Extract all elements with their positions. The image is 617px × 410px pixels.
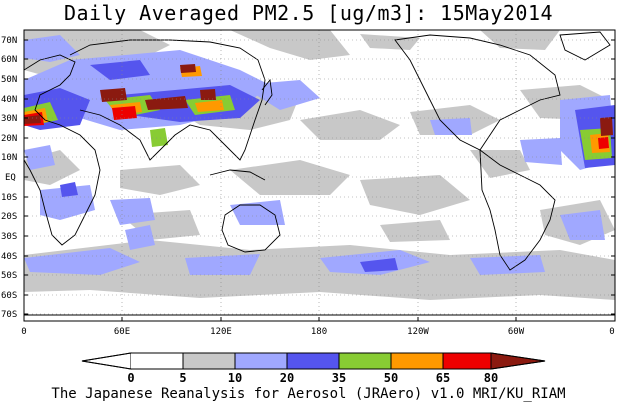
lat-label: 50N <box>1 75 17 85</box>
lat-label: 20S <box>1 212 17 222</box>
lon-label: 60W <box>508 327 525 337</box>
lon-label: 0 <box>609 327 614 337</box>
longitude-labels: 0 60E 120E 180 120W 60W 0 <box>21 327 614 337</box>
coastlines <box>24 31 615 316</box>
colorbar-outline <box>81 352 546 370</box>
colorbar-segment-80-plus <box>490 352 546 370</box>
colorbar-label: 10 <box>228 371 242 385</box>
lon-label: 60E <box>114 327 130 337</box>
lon-label: 180 <box>311 327 327 337</box>
pm25-band-80-plus <box>24 64 613 136</box>
colorbar-segment-10-20 <box>234 352 288 370</box>
lat-label: 30N <box>1 114 17 124</box>
colorbar-label: 5 <box>179 371 186 385</box>
colorbar-label: 35 <box>332 371 346 385</box>
lat-label: 10S <box>1 193 17 203</box>
lat-label: 40S <box>1 252 17 262</box>
latitude-labels: 70N 60N 50N 40N 30N 20N 10N EQ 10S 20S 3… <box>1 36 17 320</box>
footer-credit: The Japanese Reanalysis for Aerosol (JRA… <box>51 386 566 402</box>
lon-label: 0 <box>21 327 26 337</box>
colorbar <box>81 352 546 370</box>
colorbar-label: 65 <box>436 371 450 385</box>
lat-label: 10N <box>1 153 17 163</box>
axis-ticks <box>24 39 615 321</box>
lat-label: 40N <box>1 95 17 105</box>
colorbar-label: 50 <box>384 371 398 385</box>
colorbar-segment-0-5 <box>81 352 132 370</box>
colorbar-label: 20 <box>280 371 294 385</box>
colorbar-segment-65-80 <box>442 352 492 370</box>
colorbar-label: 0 <box>127 371 134 385</box>
lat-label: 30S <box>1 232 17 242</box>
colorbar-segment-20-35 <box>286 352 340 370</box>
lat-label: 50S <box>1 271 17 281</box>
lat-label: 20N <box>1 134 17 144</box>
map-title: Daily Averaged PM2.5 [ug/m3]: 15May2014 <box>63 1 554 25</box>
lat-label: 60N <box>1 55 17 65</box>
lat-label: 70S <box>1 310 17 320</box>
pm25-field <box>24 30 615 321</box>
colorbar-segment-5-10b <box>182 352 236 370</box>
colorbar-segment-50-65 <box>390 352 444 370</box>
colorbar-label: 80 <box>484 371 498 385</box>
colorbar-segment-35-50 <box>338 352 392 370</box>
lat-label: EQ <box>5 173 16 183</box>
lon-label: 120E <box>210 327 232 337</box>
lon-label: 120W <box>407 327 429 337</box>
lat-label: 60S <box>1 291 17 301</box>
lat-label: 70N <box>1 36 17 46</box>
colorbar-labels: 0 5 10 20 35 50 65 80 <box>127 371 498 385</box>
colorbar-segment-5-10 <box>131 353 183 369</box>
